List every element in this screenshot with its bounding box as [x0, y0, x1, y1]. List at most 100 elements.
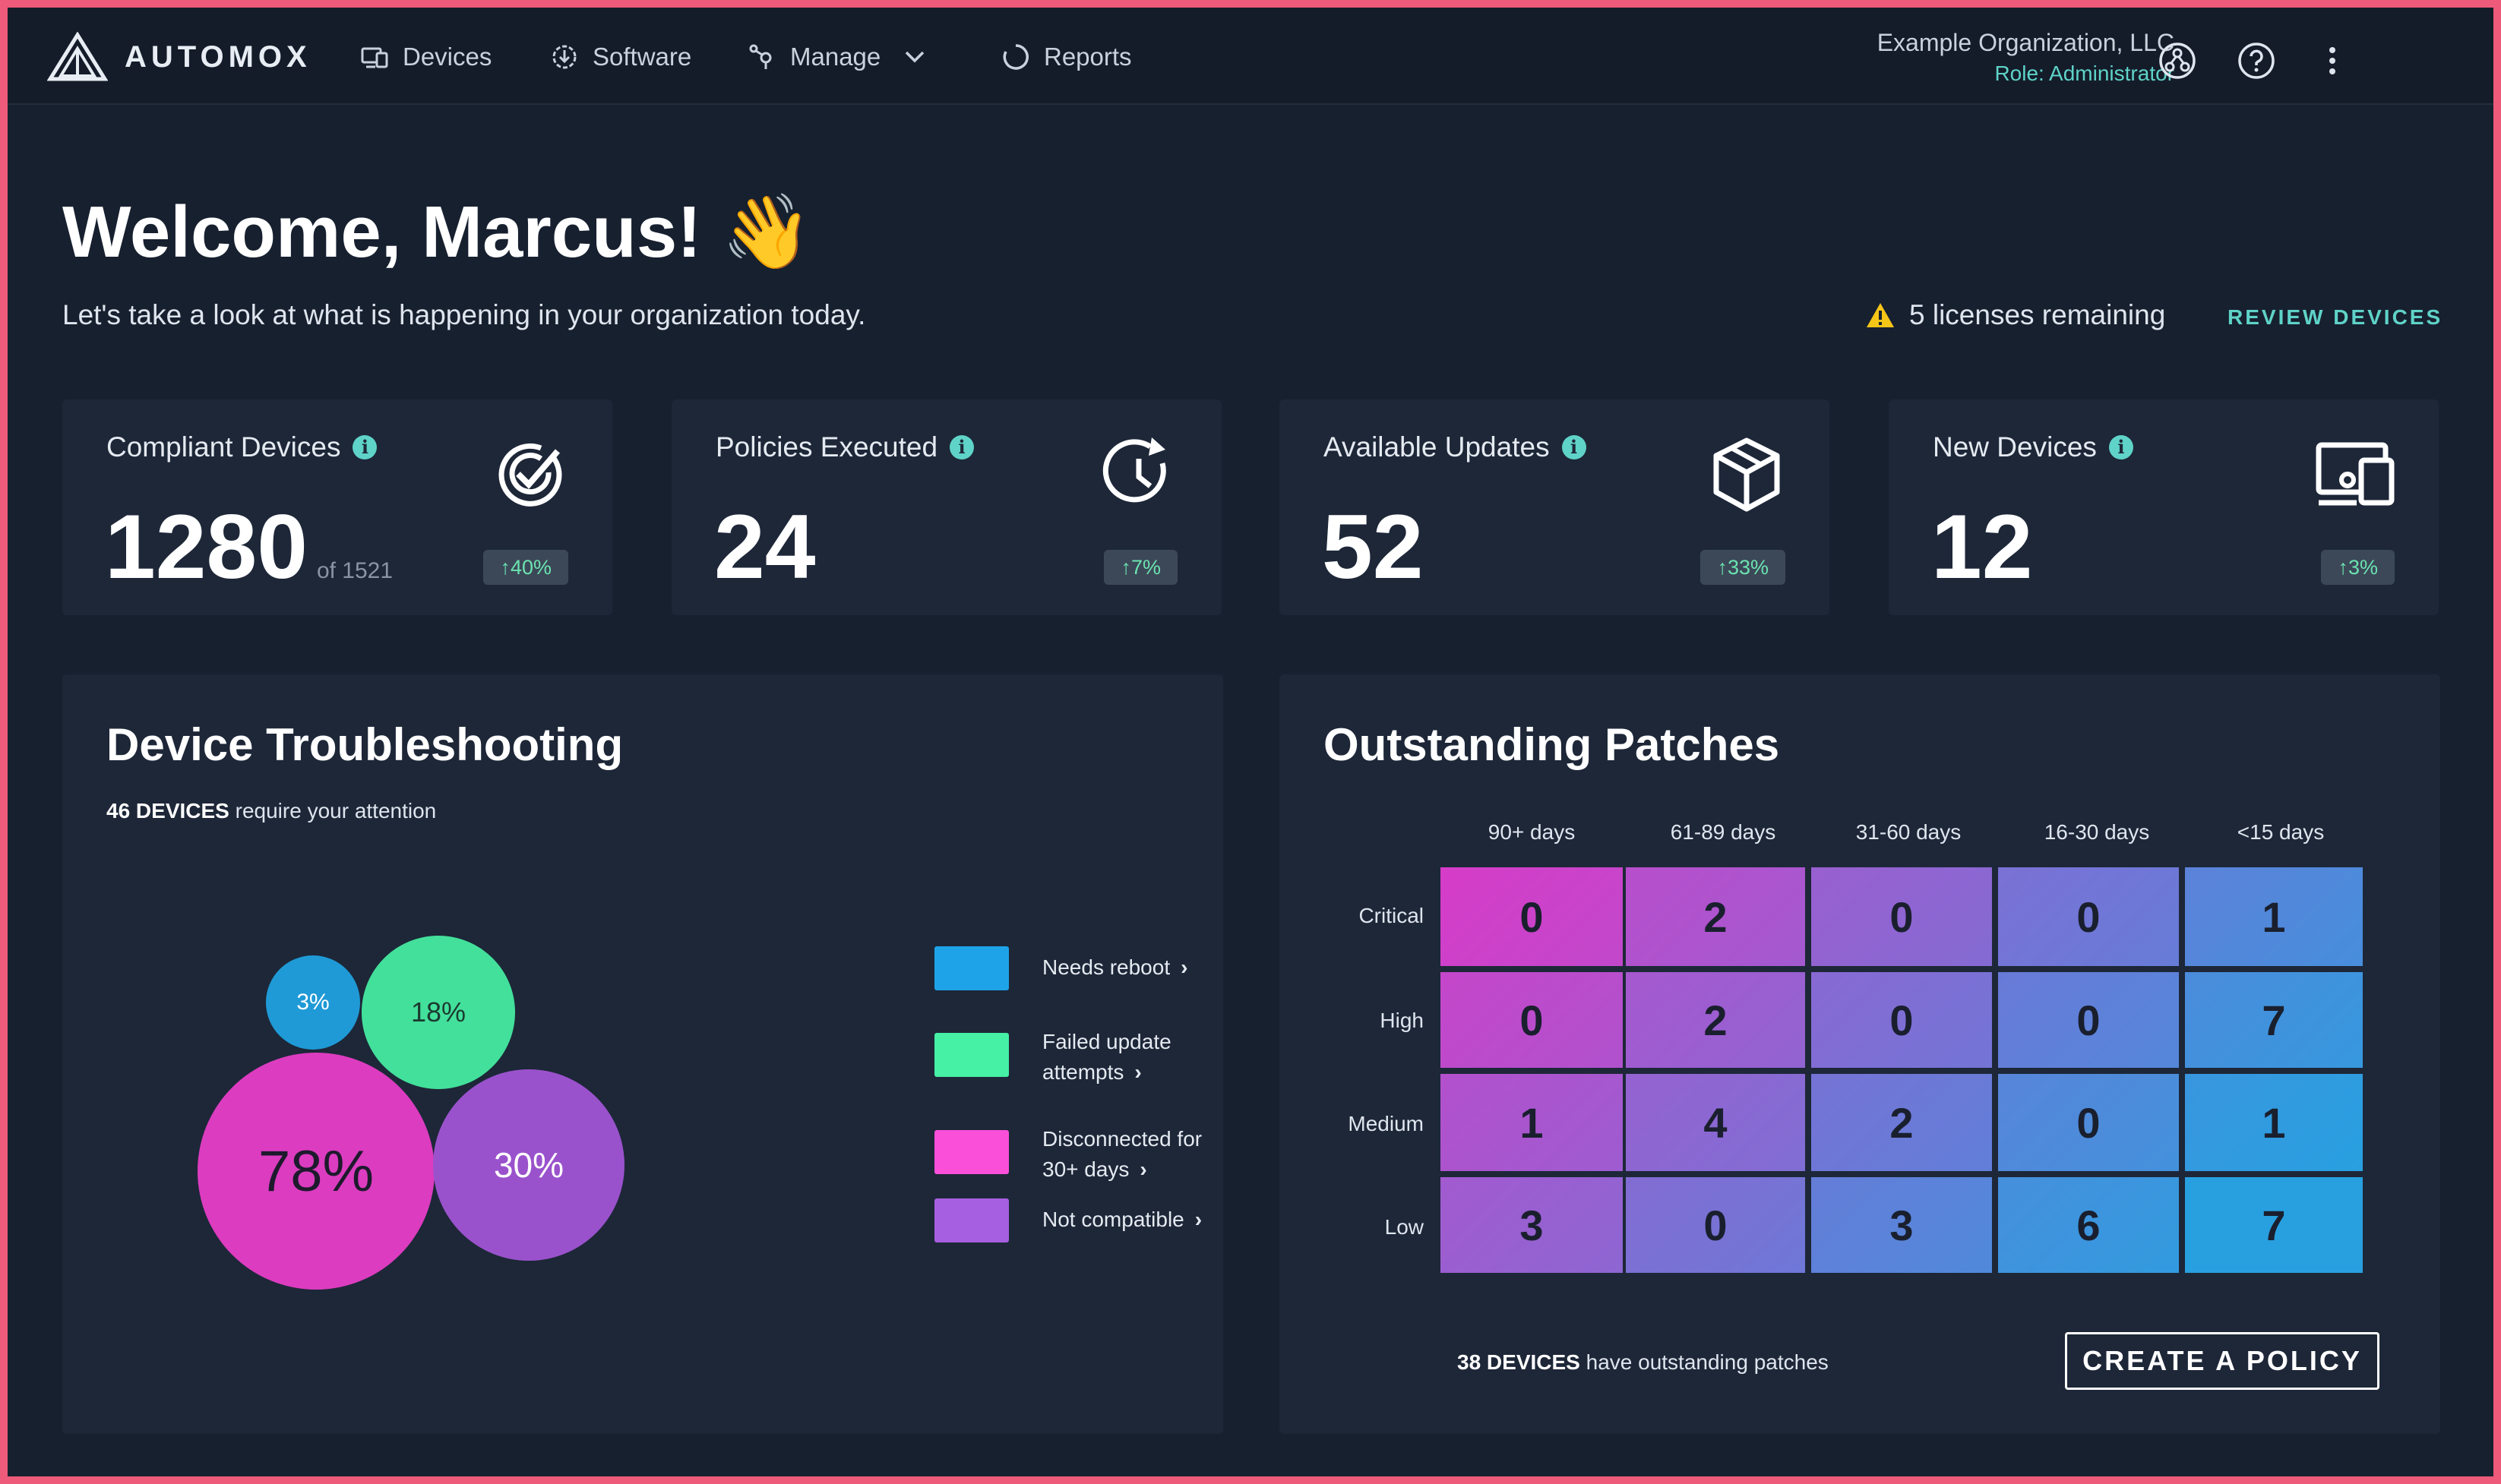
info-icon[interactable]: i	[2108, 435, 2133, 459]
row-header: High	[1380, 1009, 1424, 1032]
heatmap-cell[interactable]: 7	[2185, 972, 2363, 1068]
stat-label-text: Available Updates	[1323, 431, 1550, 463]
stat-card-available-updates[interactable]: Available Updates i 52 ↑33%	[1279, 399, 1829, 615]
stat-value-number: 1280	[105, 496, 308, 598]
heatmap-cell[interactable]: 2	[1626, 867, 1805, 966]
info-icon[interactable]: i	[1561, 435, 1586, 459]
devices-icon	[361, 47, 388, 68]
column-header: 16-30 days	[2044, 820, 2150, 844]
stat-card-compliant-devices[interactable]: Compliant Devices i 1280 of 1521 ↑40%	[62, 399, 612, 615]
attention-suffix: require your attention	[235, 799, 437, 823]
patches-suffix: have outstanding patches	[1586, 1350, 1829, 1374]
brand-logo[interactable]: AUTOMOX	[47, 30, 311, 84]
column-header: 61-89 days	[1670, 820, 1776, 844]
heatmap-cell[interactable]: 7	[2185, 1177, 2363, 1273]
heatmap-cell[interactable]: 0	[1998, 972, 2179, 1068]
license-count: 5 licenses remaining	[1909, 299, 2166, 330]
panel-title: Device Troubleshooting	[106, 719, 624, 770]
heatmap-cell[interactable]: 0	[1440, 867, 1623, 966]
more-options-icon[interactable]	[2313, 41, 2352, 81]
nav-devices[interactable]: Devices	[360, 38, 492, 76]
check-circle-icon	[498, 443, 562, 507]
info-icon[interactable]: i	[353, 435, 378, 459]
chevron-right-icon: ›	[1134, 1060, 1142, 1084]
legend-needs-reboot[interactable]: Needs reboot ›	[934, 946, 1240, 990]
panel-title: Outstanding Patches	[1323, 719, 1780, 770]
stat-label-text: Compliant Devices	[106, 431, 341, 463]
heatmap-cell[interactable]: 2	[1626, 972, 1805, 1068]
legend-label: Failed update attempts ›	[1042, 1027, 1209, 1088]
heatmap-cell[interactable]: 1	[2185, 867, 2363, 966]
nav-devices-label: Devices	[403, 43, 492, 71]
package-icon	[1713, 437, 1780, 512]
legend-label: Needs reboot ›	[1042, 946, 1240, 983]
heatmap-cell[interactable]: 2	[1811, 1074, 1992, 1171]
outstanding-patches-panel: Outstanding Patches 90+ days 61-89 days …	[1279, 674, 2440, 1434]
row-header: Critical	[1358, 904, 1424, 927]
legend-swatch	[934, 1198, 1009, 1242]
bubble-label: 30%	[493, 1145, 564, 1185]
stat-value: 1280 of 1521	[105, 501, 393, 592]
legend-failed-updates[interactable]: Failed update attempts ›	[934, 1027, 1209, 1088]
help-icon[interactable]	[2237, 41, 2276, 81]
patches-count: 38 DEVICES	[1457, 1350, 1580, 1374]
chevron-down-icon[interactable]	[900, 43, 929, 71]
chevron-right-icon: ›	[1181, 955, 1188, 979]
review-devices-link[interactable]: REVIEW DEVICES	[2228, 305, 2443, 329]
trend-badge: ↑33%	[1700, 550, 1785, 585]
stat-value-number: 12	[1931, 496, 2033, 598]
chevron-right-icon: ›	[1140, 1157, 1147, 1181]
new-devices-icon	[2316, 442, 2395, 506]
nav-reports[interactable]: Reports	[1001, 38, 1132, 76]
heatmap-cell[interactable]: 1	[2185, 1074, 2363, 1171]
heatmap-cell[interactable]: 0	[1626, 1177, 1805, 1273]
heatmap-cell[interactable]: 4	[1626, 1074, 1805, 1171]
row-header: Low	[1384, 1215, 1424, 1239]
heatmap-cell[interactable]: 0	[1811, 867, 1992, 966]
stat-value: 52	[1322, 501, 1423, 592]
bubble-disconnected[interactable]: 78%	[198, 1053, 435, 1290]
stat-label-text: New Devices	[1933, 431, 2097, 463]
license-notice: 5 licenses remaining	[1865, 299, 2165, 331]
welcome-subtitle: Let's take a look at what is happening i…	[62, 299, 866, 330]
organization-switcher[interactable]: Example Organization, LLC Role: Administ…	[1877, 29, 2174, 86]
heatmap-cell[interactable]: 3	[1811, 1177, 1992, 1273]
heatmap-cell[interactable]: 0	[1811, 972, 1992, 1068]
automox-logo-icon	[47, 32, 108, 81]
create-policy-button[interactable]: CREATE A POLICY	[2065, 1332, 2379, 1390]
legend-swatch	[934, 1033, 1009, 1077]
manage-icon	[749, 44, 772, 69]
bubble-failed-updates[interactable]: 18%	[362, 936, 515, 1089]
heatmap-cell[interactable]: 0	[1998, 867, 2179, 966]
heatmap-cell[interactable]: 0	[1998, 1074, 2179, 1171]
stat-value: 24	[714, 501, 815, 592]
bubble-label: 18%	[410, 996, 466, 1028]
network-icon[interactable]	[2158, 41, 2197, 81]
bubble-needs-reboot[interactable]: 3%	[266, 955, 360, 1050]
heatmap-cell[interactable]: 3	[1440, 1177, 1623, 1273]
legend-disconnected[interactable]: Disconnected for 30+ days ›	[934, 1124, 1225, 1185]
legend-swatch	[934, 946, 1009, 990]
heatmap-cell[interactable]: 6	[1998, 1177, 2179, 1273]
stat-card-policies-executed[interactable]: Policies Executed i 24 ↑7%	[672, 399, 1222, 615]
legend-not-compatible[interactable]: Not compatible ›	[934, 1198, 1240, 1242]
trend-badge: ↑40%	[483, 550, 568, 585]
organization-name: Example Organization, LLC	[1877, 29, 2174, 56]
device-troubleshooting-panel: Device Troubleshooting 46 DEVICES requir…	[62, 674, 1223, 1434]
heatmap-cell[interactable]: 1	[1440, 1074, 1623, 1171]
bubble-not-compatible[interactable]: 30%	[433, 1069, 624, 1261]
stat-value: 12	[1931, 501, 2032, 592]
stat-card-new-devices[interactable]: New Devices i 12 ↑3%	[1889, 399, 2439, 615]
column-header: <15 days	[2237, 820, 2325, 844]
info-icon[interactable]: i	[950, 435, 975, 459]
nav-manage[interactable]: Manage	[748, 38, 929, 76]
nav-reports-label: Reports	[1044, 43, 1132, 71]
nav-software[interactable]: Software	[550, 38, 691, 76]
heatmap-cell[interactable]: 0	[1440, 972, 1623, 1068]
bubble-label: 78%	[258, 1138, 375, 1204]
legend-label: Not compatible ›	[1042, 1198, 1240, 1235]
warning-icon	[1867, 303, 1894, 327]
welcome-heading: Welcome, Marcus! 👋	[62, 191, 813, 273]
legend-label: Disconnected for 30+ days ›	[1042, 1124, 1225, 1185]
user-role: Role: Administrator	[1994, 62, 2174, 85]
